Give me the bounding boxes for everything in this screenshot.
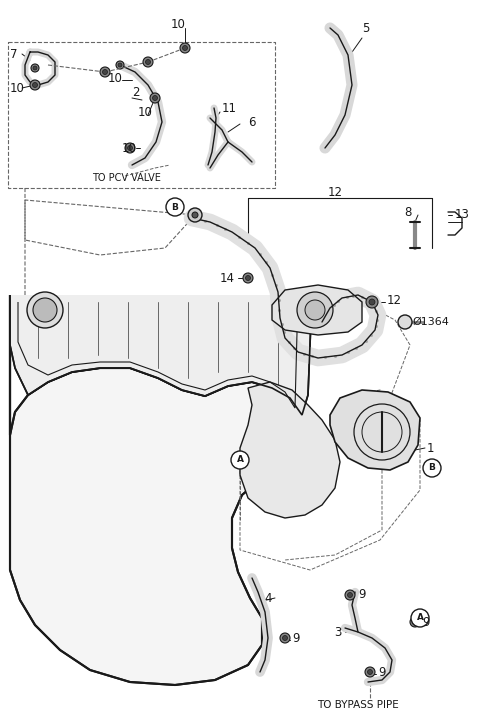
Circle shape (33, 66, 37, 70)
Circle shape (410, 617, 420, 627)
Text: 6: 6 (248, 115, 255, 128)
Circle shape (412, 619, 418, 624)
Circle shape (231, 451, 249, 469)
Text: 9: 9 (422, 615, 430, 629)
Polygon shape (330, 390, 420, 470)
Circle shape (411, 609, 429, 627)
Circle shape (153, 95, 157, 100)
Text: 12: 12 (387, 293, 402, 306)
Circle shape (182, 46, 188, 51)
Text: 2: 2 (132, 85, 140, 98)
Text: 4: 4 (264, 592, 272, 604)
Circle shape (103, 70, 108, 75)
Circle shape (348, 592, 352, 597)
Text: 10: 10 (108, 71, 123, 85)
Circle shape (192, 212, 198, 218)
Polygon shape (272, 285, 362, 335)
Text: 7: 7 (10, 48, 17, 61)
Circle shape (345, 590, 355, 600)
Circle shape (150, 93, 160, 103)
Text: 10: 10 (170, 18, 185, 31)
Circle shape (283, 636, 288, 641)
Circle shape (365, 667, 375, 677)
Text: 1: 1 (427, 441, 434, 454)
Circle shape (180, 43, 190, 53)
Circle shape (116, 61, 124, 69)
Text: 9: 9 (358, 589, 365, 602)
Circle shape (125, 143, 135, 153)
Circle shape (398, 315, 412, 329)
Circle shape (145, 60, 151, 65)
Circle shape (143, 57, 153, 67)
Polygon shape (240, 382, 340, 518)
Circle shape (245, 276, 251, 281)
Text: B: B (171, 202, 179, 211)
Text: TO BYPASS PIPE: TO BYPASS PIPE (317, 700, 399, 710)
Circle shape (118, 63, 122, 67)
Circle shape (128, 145, 132, 150)
Circle shape (100, 67, 110, 77)
Text: 5: 5 (362, 21, 370, 34)
Circle shape (369, 299, 375, 305)
Text: 13: 13 (455, 209, 470, 221)
Circle shape (423, 459, 441, 477)
Circle shape (368, 669, 372, 674)
Text: 3: 3 (335, 626, 342, 639)
Circle shape (33, 298, 57, 322)
Circle shape (243, 273, 253, 283)
Text: 8: 8 (405, 206, 412, 219)
Circle shape (280, 633, 290, 643)
Circle shape (297, 292, 333, 328)
Polygon shape (10, 295, 302, 685)
Circle shape (166, 198, 184, 216)
Text: 9: 9 (378, 666, 385, 679)
Circle shape (27, 292, 63, 328)
Circle shape (366, 296, 378, 308)
Circle shape (305, 300, 325, 320)
Circle shape (33, 83, 37, 88)
Text: 10: 10 (122, 142, 137, 155)
Text: 14: 14 (220, 271, 235, 285)
Circle shape (31, 64, 39, 72)
Circle shape (30, 80, 40, 90)
Circle shape (188, 208, 202, 222)
Text: B: B (429, 464, 435, 473)
Text: 10: 10 (138, 105, 153, 118)
Text: A: A (237, 456, 243, 464)
Text: A: A (417, 614, 423, 622)
Text: 9: 9 (292, 632, 300, 644)
Polygon shape (10, 295, 312, 415)
Text: 10: 10 (10, 81, 25, 95)
Text: Ø1364: Ø1364 (412, 317, 449, 327)
Text: 12: 12 (328, 187, 343, 199)
Text: TO PCV VALVE: TO PCV VALVE (92, 173, 161, 183)
Text: 11: 11 (222, 102, 237, 115)
